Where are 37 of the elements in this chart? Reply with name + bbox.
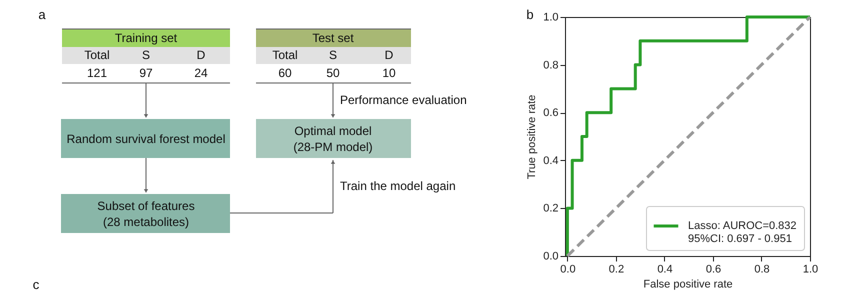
text: a [38, 7, 46, 22]
y-axis-title: True positive rate [526, 94, 538, 180]
legend-label: Lasso: AUROC=0.832 95%CI: 0.697 - 0.951 [688, 220, 797, 245]
x-tick-label: 0.8 [754, 264, 770, 276]
x-tick-label: 0.2 [608, 264, 624, 276]
y-tick-label: 0.8 [543, 59, 558, 72]
x-axis-title: False positive rate [643, 278, 733, 290]
x-tick-label: 0.6 [706, 264, 722, 276]
text: c [32, 277, 40, 292]
text: 97 [139, 66, 153, 80]
text: 60 [278, 66, 292, 80]
y-tick-label: 0.4 [543, 154, 558, 167]
text: 50 [326, 66, 340, 80]
text: 24 [194, 66, 208, 80]
text: S [328, 48, 338, 62]
text: Test set [312, 31, 354, 45]
y-tick-label: 0.2 [543, 202, 558, 215]
text: Train the model again [340, 179, 456, 193]
x-tick-label: 0.4 [657, 264, 673, 276]
text: D [384, 48, 394, 62]
text: Subset of features (28 metabolites) [97, 199, 195, 229]
text: Total [272, 48, 298, 62]
text: Training set [114, 31, 178, 45]
x-tick-label: 1.0 [802, 264, 818, 276]
y-tick-label: 0.6 [543, 107, 558, 120]
text: Total [84, 48, 110, 62]
text: Random survival forest model [66, 132, 226, 146]
text: 10 [382, 66, 396, 80]
text: Optimal model (28-PM model) [293, 124, 373, 154]
text: 121 [86, 66, 108, 80]
text: b [526, 7, 534, 22]
y-tick-label: 0.0 [543, 250, 558, 262]
y-tick-label: 1.0 [543, 12, 558, 24]
text: S [142, 48, 150, 62]
text: Performance evaluation [340, 93, 467, 107]
x-tick-label: 0.0 [560, 264, 576, 276]
text: D [196, 48, 206, 62]
